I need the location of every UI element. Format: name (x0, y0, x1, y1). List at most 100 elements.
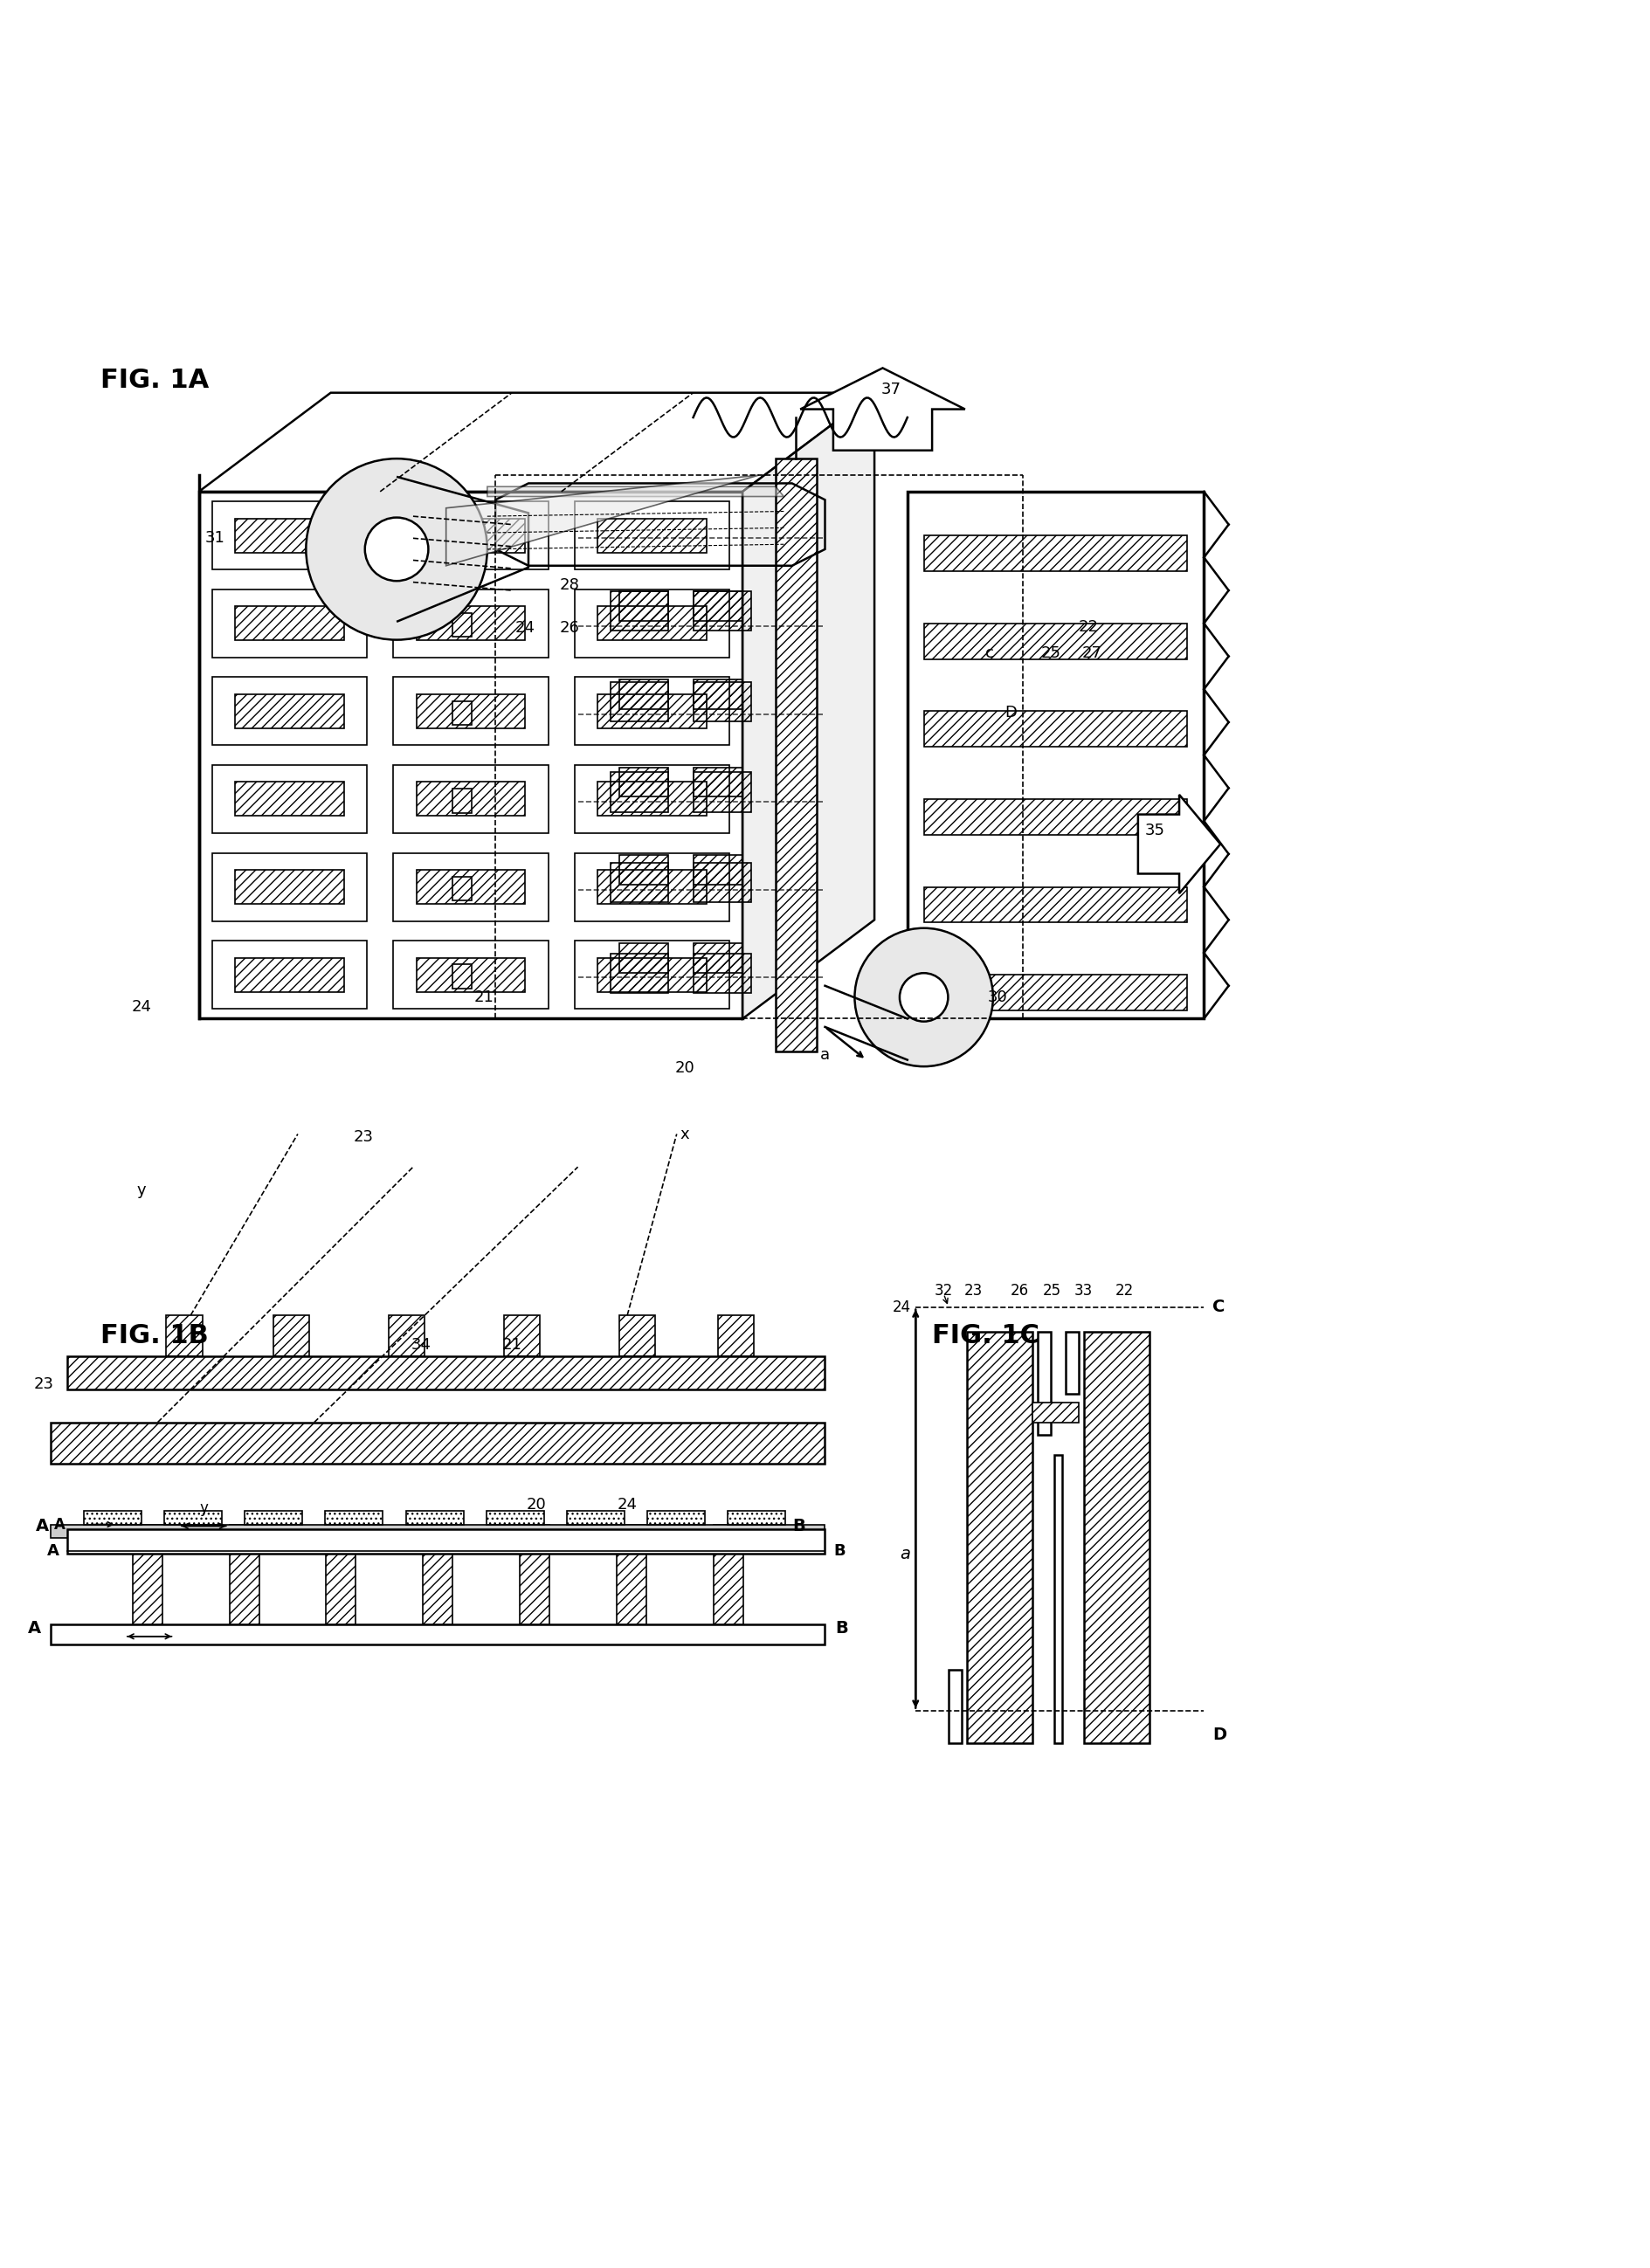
Text: 26: 26 (1010, 1284, 1028, 1300)
Text: 20: 20 (526, 1497, 546, 1513)
Text: 26: 26 (559, 621, 579, 635)
Text: A: A (54, 1517, 66, 1533)
Polygon shape (487, 488, 784, 497)
Bar (452, 612, 472, 637)
Circle shape (365, 517, 429, 581)
Text: A: A (36, 1517, 50, 1535)
Bar (236, 871, 343, 905)
Bar (574, 501, 729, 569)
Bar (84, 1510, 142, 1524)
Bar (393, 764, 548, 832)
Bar (908, 492, 1204, 1018)
Bar (728, 1510, 785, 1524)
Bar (617, 1524, 647, 1624)
Bar (416, 606, 525, 640)
Bar (568, 1510, 625, 1524)
Bar (213, 764, 366, 832)
Text: x: x (680, 1127, 690, 1141)
Bar (416, 871, 525, 905)
Text: 30: 30 (988, 989, 1008, 1005)
Bar (713, 1524, 743, 1624)
Bar (229, 1524, 259, 1624)
Bar (693, 773, 751, 812)
Bar (761, 1538, 794, 1554)
Bar (949, 1669, 962, 1744)
Bar (597, 519, 706, 553)
Bar (416, 957, 525, 991)
Bar (276, 1538, 309, 1554)
Bar (776, 458, 817, 1052)
Bar (693, 680, 743, 710)
Text: 21: 21 (502, 1338, 521, 1352)
Bar (452, 878, 472, 900)
Bar (610, 592, 668, 631)
Bar (693, 943, 743, 973)
Polygon shape (743, 392, 875, 1018)
Bar (619, 767, 668, 796)
Bar (1066, 1331, 1079, 1393)
Circle shape (899, 973, 949, 1021)
Text: y: y (137, 1182, 145, 1198)
Polygon shape (446, 474, 759, 565)
Bar (327, 1524, 356, 1624)
Bar (163, 1510, 221, 1524)
Bar (718, 1315, 754, 1356)
Bar (610, 953, 668, 993)
Bar (487, 1510, 544, 1524)
Text: FIG. 1A: FIG. 1A (101, 367, 208, 392)
Bar (574, 678, 729, 746)
Bar (51, 1624, 825, 1644)
Text: 28: 28 (559, 578, 579, 594)
Circle shape (305, 458, 487, 640)
Bar (373, 1538, 406, 1554)
Bar (693, 953, 751, 993)
Text: 37: 37 (881, 381, 901, 397)
Text: 33: 33 (1074, 1284, 1092, 1300)
Text: B: B (792, 1517, 805, 1535)
Bar (422, 1524, 452, 1624)
Bar (597, 782, 706, 816)
Bar (452, 789, 472, 812)
Text: 23: 23 (35, 1377, 54, 1393)
Bar (663, 1538, 696, 1554)
Bar (236, 957, 343, 991)
Text: 23: 23 (353, 1129, 373, 1145)
Bar (272, 1315, 309, 1356)
Bar (393, 501, 548, 569)
Bar (416, 694, 525, 728)
Text: c: c (985, 644, 993, 660)
Bar (452, 964, 472, 989)
Bar (1054, 1456, 1063, 1744)
Text: D: D (1213, 1726, 1226, 1744)
Text: B: B (833, 1542, 845, 1558)
Bar (1038, 1331, 1051, 1436)
Bar (597, 606, 706, 640)
Bar (325, 1510, 383, 1524)
Bar (213, 590, 366, 658)
Bar (693, 592, 751, 631)
Text: FIG. 1C: FIG. 1C (932, 1325, 1040, 1349)
Bar (388, 1315, 424, 1356)
Polygon shape (800, 367, 965, 451)
Text: 31: 31 (205, 531, 226, 547)
Bar (406, 1510, 464, 1524)
Bar (924, 712, 1188, 746)
Text: 24: 24 (617, 1497, 637, 1513)
Bar (597, 871, 706, 905)
Bar (470, 1538, 503, 1554)
Bar (200, 492, 742, 1018)
Bar (51, 1524, 825, 1538)
Bar (393, 678, 548, 746)
Bar (68, 1356, 825, 1390)
Bar (610, 864, 668, 903)
Bar (924, 798, 1188, 835)
Bar (610, 773, 668, 812)
Bar (213, 853, 366, 921)
Text: a: a (820, 1048, 830, 1064)
Bar (924, 887, 1188, 923)
Bar (236, 606, 343, 640)
Text: 24: 24 (132, 1000, 152, 1016)
Bar (1033, 1402, 1079, 1422)
Bar (574, 853, 729, 921)
Text: D: D (1005, 705, 1018, 721)
